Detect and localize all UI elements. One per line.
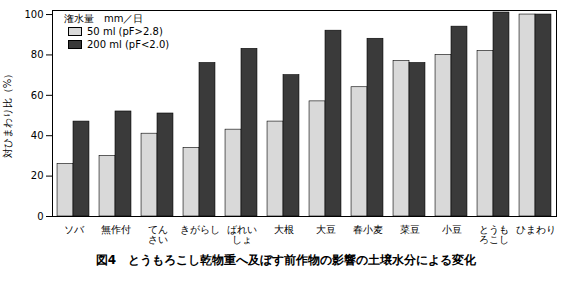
svg-text:40: 40: [31, 130, 44, 141]
svg-text:春小麦: 春小麦: [353, 224, 383, 235]
svg-text:てんさい: てんさい: [148, 224, 168, 245]
html-text:200 ml (pF<2.0): 200 ml (pF<2.0): [87, 39, 170, 50]
svg-text:大豆: 大豆: [316, 224, 336, 235]
svg-text:20: 20: [31, 170, 44, 181]
svg-text:菜豆: 菜豆: [400, 224, 420, 235]
svg-text:小豆: 小豆: [442, 224, 462, 235]
svg-text:60: 60: [31, 90, 44, 101]
svg-text:0: 0: [37, 211, 43, 222]
svg-text:きがらし: きがらし: [180, 224, 220, 235]
svg-text:80: 80: [31, 49, 44, 60]
svg-text:無作付: 無作付: [101, 224, 131, 235]
svg-text:ひまわり: ひまわり: [516, 224, 556, 235]
html-text:潅水量 mm／日: 潅水量 mm／日: [64, 13, 144, 24]
svg-text:100: 100: [24, 9, 43, 20]
svg-text:対ひまわり比（%）: 対ひまわり比（%）: [2, 69, 13, 159]
svg-text:ばれいしょ: ばれいしょ: [227, 224, 257, 245]
svg-text:とうもろこし: とうもろこし: [479, 224, 509, 245]
html-text:50 ml (pF>2.8): 50 ml (pF>2.8): [87, 26, 163, 37]
svg-text:ソバ: ソバ: [64, 224, 85, 235]
html-text:図4 とうもろこし乾物重へ及ぼす前作物の影響の土壌水分による: 図4 とうもろこし乾物重へ及ぼす前作物の影響の土壌水分による変化: [95, 253, 477, 267]
svg-text:大根: 大根: [274, 224, 294, 235]
